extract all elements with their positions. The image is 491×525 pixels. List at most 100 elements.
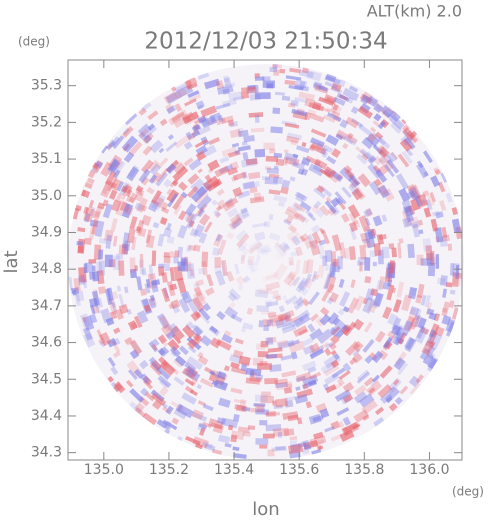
radar-cell <box>276 339 289 349</box>
radar-cell <box>294 96 308 104</box>
radar-cell <box>78 275 86 285</box>
radar-cell <box>402 207 411 214</box>
radar-cell <box>277 313 289 322</box>
radar-cell <box>170 400 185 412</box>
radar-cell <box>448 300 455 309</box>
radar-cell <box>320 146 329 156</box>
radar-cell <box>73 277 81 292</box>
radar-cell <box>198 213 211 226</box>
radar-cell <box>274 316 292 329</box>
radar-cell <box>307 212 317 222</box>
radar-cell <box>176 404 194 419</box>
radar-cell <box>365 207 374 217</box>
radar-cell <box>302 236 314 249</box>
radar-cell <box>89 219 99 228</box>
radar-cell <box>229 120 239 128</box>
radar-cell <box>148 297 157 309</box>
radar-cell <box>165 163 177 174</box>
radar-cell <box>185 435 201 446</box>
radar-disc <box>68 64 464 460</box>
radar-cell <box>171 179 179 187</box>
radar-cell <box>308 291 320 306</box>
radar-cell <box>364 151 377 164</box>
radar-cell <box>281 95 291 101</box>
radar-cell <box>358 393 375 408</box>
radar-cell <box>339 429 355 442</box>
radar-cell <box>228 216 243 230</box>
radar-cell <box>265 155 279 163</box>
x-tick-label: 135.6 <box>279 462 319 478</box>
radar-cell <box>381 246 390 259</box>
radar-cell <box>211 380 219 386</box>
radar-cell <box>333 353 341 361</box>
radar-cell <box>451 307 460 320</box>
radar-cell <box>115 253 124 260</box>
radar-cell <box>215 102 231 110</box>
radar-cell <box>317 264 325 279</box>
radar-cell <box>404 205 413 213</box>
radar-cell <box>261 273 279 283</box>
radar-cell <box>373 292 384 307</box>
radar-cell <box>184 211 194 222</box>
radar-cell <box>113 327 121 335</box>
radar-cell <box>319 205 331 217</box>
radar-cell <box>220 260 227 277</box>
radar-cell <box>104 170 117 186</box>
radar-cell <box>129 349 140 360</box>
radar-field <box>68 64 464 460</box>
radar-cell <box>112 135 125 149</box>
radar-cell <box>126 166 140 182</box>
radar-cell <box>386 105 399 117</box>
radar-cell <box>147 199 160 213</box>
radar-cell <box>195 145 208 156</box>
radar-cell <box>296 309 311 322</box>
radar-cell <box>166 235 175 244</box>
radar-cell <box>267 311 277 318</box>
radar-cell <box>224 306 239 320</box>
y-tick-label: 35.3 <box>31 78 62 94</box>
radar-cell <box>307 366 317 374</box>
radar-cell <box>371 374 380 383</box>
radar-cell <box>161 272 168 283</box>
radar-cell <box>108 141 115 149</box>
radar-cell <box>298 285 309 296</box>
radar-cell <box>323 353 341 369</box>
radar-cell <box>282 243 290 251</box>
radar-cell <box>164 428 171 435</box>
radar-cell <box>430 250 435 265</box>
radar-cell <box>287 224 298 234</box>
radar-cell <box>184 361 197 373</box>
radar-cell <box>192 129 199 135</box>
radar-cell <box>235 275 246 286</box>
radar-cell <box>263 324 269 331</box>
radar-cell <box>179 345 189 356</box>
radar-cell <box>115 308 124 320</box>
radar-cell <box>229 128 242 139</box>
radar-cell <box>452 263 460 277</box>
radar-cell <box>134 402 145 413</box>
radar-cell <box>370 288 379 297</box>
radar-cell <box>379 391 393 404</box>
radar-cell <box>151 338 160 347</box>
radar-cell <box>416 162 429 179</box>
radar-cell <box>170 325 185 341</box>
radar-cell <box>304 98 316 108</box>
radar-cell <box>389 260 395 274</box>
radar-cell <box>330 326 341 336</box>
radar-cell <box>295 375 307 383</box>
radar-cell <box>429 323 440 338</box>
radar-cell <box>81 316 87 323</box>
radar-cell <box>338 133 354 145</box>
radar-cell <box>157 375 172 389</box>
radar-cell <box>228 91 242 101</box>
radar-cell <box>165 405 174 415</box>
radar-cell <box>158 386 169 397</box>
radar-cell <box>232 446 240 451</box>
radar-cell <box>353 409 370 423</box>
radar-cell <box>305 209 314 218</box>
radar-cell <box>94 160 104 169</box>
radar-cell <box>297 212 310 224</box>
radar-cell <box>240 363 248 372</box>
radar-cell <box>344 168 355 179</box>
